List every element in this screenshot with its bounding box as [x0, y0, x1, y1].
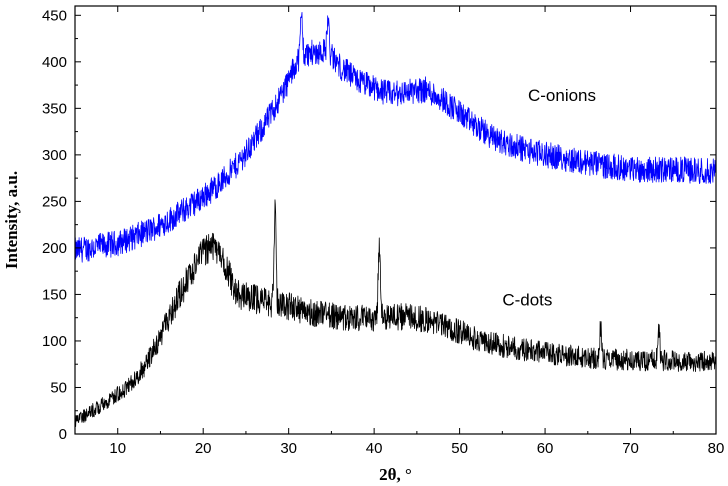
x-tick-label: 10 — [109, 440, 126, 457]
x-axis: 10 20 30 40 50 60 70 80 — [74, 6, 725, 457]
x-tick-label: 80 — [708, 440, 725, 457]
x-tick-label: 60 — [537, 440, 554, 457]
x-tick-label: 30 — [280, 440, 297, 457]
annotation-c-dots: C-dots — [502, 291, 552, 310]
x-tick-label: 20 — [195, 440, 212, 457]
y-tick-label: 300 — [42, 147, 67, 164]
y-tick-label: 450 — [42, 7, 67, 24]
series-line-c-dots — [74, 199, 717, 427]
x-tick-label: 50 — [451, 440, 468, 457]
x-tick-label: 70 — [622, 440, 639, 457]
y-axis-title: Intensity, a.u. — [2, 171, 21, 269]
y-axis: 0 50 100 150 200 250 300 350 400 450 — [42, 7, 716, 443]
series-line-c-onions — [74, 12, 717, 263]
series-layer — [74, 12, 717, 427]
plot-frame — [74, 5, 717, 435]
annotation-c-onions: C-onions — [528, 86, 596, 105]
y-tick-label: 250 — [42, 193, 67, 210]
y-tick-label: 0 — [59, 426, 67, 443]
y-tick-label: 100 — [42, 333, 67, 350]
y-tick-label: 200 — [42, 240, 67, 257]
y-tick-label: 50 — [50, 379, 67, 396]
x-axis-title: 2θ, ° — [379, 465, 412, 484]
x-tick-label: 40 — [366, 440, 383, 457]
y-tick-label: 150 — [42, 286, 67, 303]
y-tick-label: 400 — [42, 54, 67, 71]
y-tick-label: 350 — [42, 100, 67, 117]
